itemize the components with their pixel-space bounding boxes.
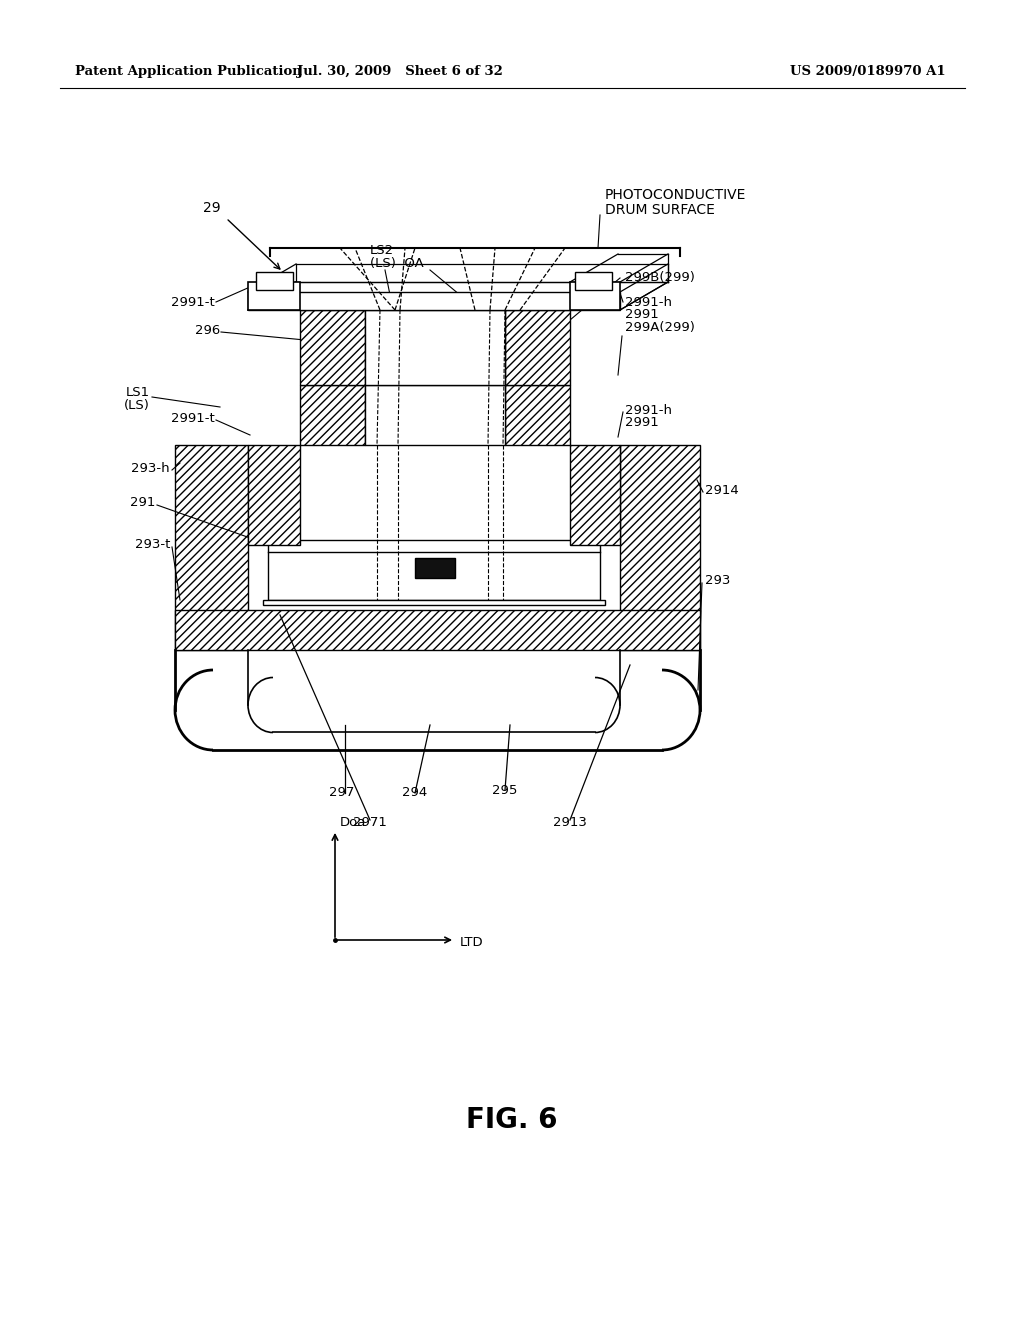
Text: LS2: LS2 bbox=[370, 243, 394, 256]
Bar bbox=[570, 445, 620, 545]
Bar bbox=[505, 385, 570, 445]
Text: 2991-t: 2991-t bbox=[171, 296, 215, 309]
Bar bbox=[248, 282, 300, 310]
Bar bbox=[263, 601, 605, 605]
Text: 293-h: 293-h bbox=[131, 462, 170, 474]
Bar bbox=[570, 282, 620, 310]
Text: 295: 295 bbox=[493, 784, 518, 796]
Text: 291: 291 bbox=[130, 496, 155, 510]
Text: 297: 297 bbox=[330, 787, 354, 800]
Text: 2991-t: 2991-t bbox=[171, 412, 215, 425]
Bar bbox=[175, 445, 248, 649]
Text: 293: 293 bbox=[705, 573, 730, 586]
Bar bbox=[268, 540, 600, 601]
Bar bbox=[620, 445, 700, 649]
Text: 2991-h: 2991-h bbox=[625, 404, 672, 417]
Bar bbox=[300, 385, 365, 445]
Text: 299B(299): 299B(299) bbox=[625, 272, 695, 285]
Text: Doa: Doa bbox=[340, 816, 367, 829]
Text: 294: 294 bbox=[402, 787, 428, 800]
Text: 299A(299): 299A(299) bbox=[625, 322, 695, 334]
Text: 296: 296 bbox=[195, 323, 220, 337]
Bar bbox=[256, 272, 293, 290]
Bar bbox=[365, 310, 505, 385]
Bar bbox=[415, 558, 455, 578]
Text: 2991: 2991 bbox=[625, 417, 658, 429]
Text: PHOTOCONDUCTIVE: PHOTOCONDUCTIVE bbox=[605, 187, 746, 202]
Text: Jul. 30, 2009   Sheet 6 of 32: Jul. 30, 2009 Sheet 6 of 32 bbox=[297, 66, 503, 78]
Text: 2991: 2991 bbox=[625, 309, 658, 322]
Text: 2914: 2914 bbox=[705, 483, 738, 496]
Text: Patent Application Publication: Patent Application Publication bbox=[75, 66, 302, 78]
Text: 2991-h: 2991-h bbox=[625, 296, 672, 309]
Text: (LS)  OA: (LS) OA bbox=[370, 256, 424, 269]
Bar bbox=[300, 310, 365, 385]
Bar bbox=[248, 445, 300, 545]
Text: 2971: 2971 bbox=[353, 816, 387, 829]
Text: US 2009/0189970 A1: US 2009/0189970 A1 bbox=[790, 66, 945, 78]
Text: LS1: LS1 bbox=[126, 385, 150, 399]
Bar bbox=[575, 272, 612, 290]
Bar bbox=[365, 385, 505, 445]
Text: 293-t: 293-t bbox=[134, 539, 170, 552]
Bar bbox=[175, 610, 700, 649]
Bar bbox=[505, 310, 570, 385]
Text: (LS): (LS) bbox=[124, 399, 150, 412]
Text: FIG. 6: FIG. 6 bbox=[466, 1106, 558, 1134]
Bar bbox=[248, 292, 620, 310]
Text: DRUM SURFACE: DRUM SURFACE bbox=[605, 203, 715, 216]
Text: 29: 29 bbox=[203, 201, 221, 215]
Text: LTD: LTD bbox=[460, 936, 483, 949]
Text: 2913: 2913 bbox=[553, 816, 587, 829]
